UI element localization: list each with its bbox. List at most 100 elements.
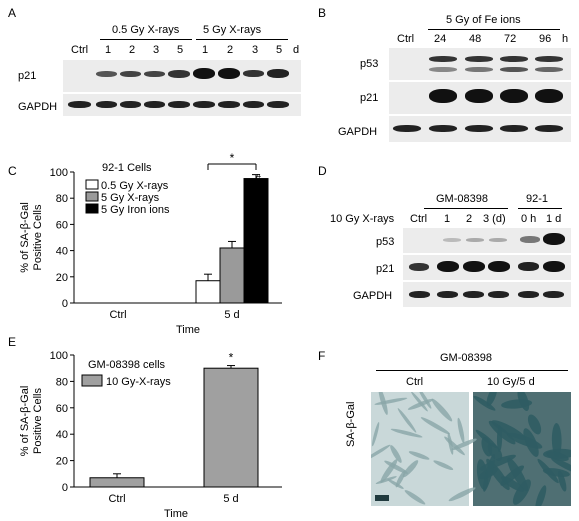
cell bbox=[451, 438, 477, 451]
lane-label: 1 d bbox=[546, 213, 562, 225]
panel-d-treatment: 10 Gy X-rays bbox=[330, 213, 395, 225]
cell bbox=[488, 420, 516, 445]
cell bbox=[390, 428, 423, 438]
band bbox=[463, 261, 485, 272]
lane-label: 2 bbox=[227, 44, 234, 56]
cell bbox=[372, 422, 380, 447]
band bbox=[120, 71, 141, 77]
row-label-p21: p21 bbox=[18, 70, 37, 82]
y-tick-label: 0 bbox=[62, 298, 68, 310]
band bbox=[500, 56, 528, 62]
cell bbox=[486, 392, 498, 407]
lane-label: 24 bbox=[434, 33, 447, 45]
legend-swatch bbox=[85, 179, 99, 190]
panel-c-label: C bbox=[8, 164, 17, 178]
panel-f-header: GM-08398 bbox=[440, 352, 492, 364]
panel-b-label: B bbox=[318, 6, 327, 20]
panel-d-group-2: 92-1 bbox=[526, 193, 549, 205]
band bbox=[429, 56, 457, 62]
band bbox=[500, 89, 528, 103]
band bbox=[518, 262, 539, 271]
micrograph-pair bbox=[371, 392, 571, 506]
lane-label: Ctrl bbox=[397, 33, 415, 45]
y-tick-label: 100 bbox=[50, 350, 68, 362]
band bbox=[500, 125, 528, 132]
band bbox=[68, 101, 91, 108]
bar bbox=[195, 280, 221, 304]
legend-swatch bbox=[85, 191, 99, 202]
cell bbox=[420, 417, 451, 435]
lane-label: Ctrl bbox=[410, 213, 428, 225]
panel-f-label: F bbox=[318, 349, 326, 363]
y-tick-label: 20 bbox=[56, 272, 68, 284]
legend-swatch bbox=[85, 203, 99, 214]
cell bbox=[371, 444, 391, 462]
lane-label: 1 bbox=[202, 44, 209, 56]
band bbox=[393, 125, 421, 132]
cell bbox=[404, 490, 426, 505]
band bbox=[543, 233, 565, 245]
blot-p21 bbox=[403, 255, 571, 280]
lane-label: 3 bbox=[252, 44, 259, 56]
band bbox=[488, 261, 510, 272]
blot-p21 bbox=[389, 82, 571, 114]
panel-b-header: 5 Gy of Fe ions bbox=[446, 14, 521, 26]
x-axis-label: Time bbox=[176, 324, 200, 335]
y-tick-label: 20 bbox=[56, 456, 68, 468]
legend-swatch bbox=[81, 374, 103, 387]
legend-label: 10 Gy-X-rays bbox=[106, 376, 171, 388]
band bbox=[96, 101, 117, 108]
band bbox=[243, 101, 264, 108]
x-tick-label: 5 d bbox=[224, 309, 239, 321]
cell bbox=[491, 420, 526, 440]
band bbox=[267, 69, 289, 78]
lane-label: 2 bbox=[129, 44, 136, 56]
band bbox=[144, 101, 165, 108]
lane-label: 48 bbox=[469, 33, 482, 45]
band bbox=[543, 291, 564, 298]
band bbox=[267, 101, 289, 108]
cell bbox=[411, 392, 428, 412]
band bbox=[429, 89, 457, 103]
band bbox=[218, 101, 240, 108]
panel-d-label: D bbox=[318, 164, 327, 178]
significance-mark: * bbox=[230, 151, 235, 165]
y-tick-label: 80 bbox=[56, 376, 68, 388]
panel-f-header-line bbox=[376, 370, 568, 371]
lane-label: 2 bbox=[466, 213, 473, 225]
band bbox=[543, 261, 565, 272]
lane-label: Ctrl bbox=[71, 44, 89, 56]
x-axis-label: Time bbox=[164, 508, 188, 520]
panel-f-col-treated: 10 Gy/5 d bbox=[487, 376, 535, 388]
band bbox=[168, 101, 190, 108]
cell bbox=[475, 429, 498, 449]
lane-label: h bbox=[562, 33, 569, 45]
band bbox=[96, 71, 117, 77]
band bbox=[465, 89, 493, 103]
panel-a-group-1-line bbox=[100, 39, 192, 40]
row-label-p21: p21 bbox=[360, 92, 379, 104]
panel-a-label: A bbox=[8, 6, 17, 20]
band bbox=[429, 67, 457, 72]
lane-label: 96 bbox=[539, 33, 552, 45]
lane-label: 3 (d) bbox=[483, 213, 506, 225]
lane-label: d bbox=[293, 44, 300, 56]
y-tick-label: 0 bbox=[62, 482, 68, 494]
cell bbox=[418, 392, 432, 409]
band bbox=[120, 101, 141, 108]
cell bbox=[557, 470, 567, 492]
band bbox=[193, 101, 215, 108]
blot-p53 bbox=[403, 228, 571, 253]
cell bbox=[431, 398, 453, 422]
y-axis-label: % of SA-β-GalPositive Cells bbox=[19, 202, 44, 273]
band bbox=[465, 125, 493, 132]
y-tick-label: 100 bbox=[50, 167, 68, 179]
band bbox=[489, 238, 507, 242]
panel-f-col-ctrl: Ctrl bbox=[406, 376, 424, 388]
cell bbox=[378, 392, 388, 415]
chart-c: 0 20 40 60 80 100 % of SA-β-GalPositive Cells C… bbox=[19, 151, 282, 335]
band bbox=[144, 71, 165, 77]
row-label-gapdh: GAPDH bbox=[353, 290, 393, 302]
band bbox=[500, 67, 528, 72]
scale-bar bbox=[375, 495, 389, 501]
